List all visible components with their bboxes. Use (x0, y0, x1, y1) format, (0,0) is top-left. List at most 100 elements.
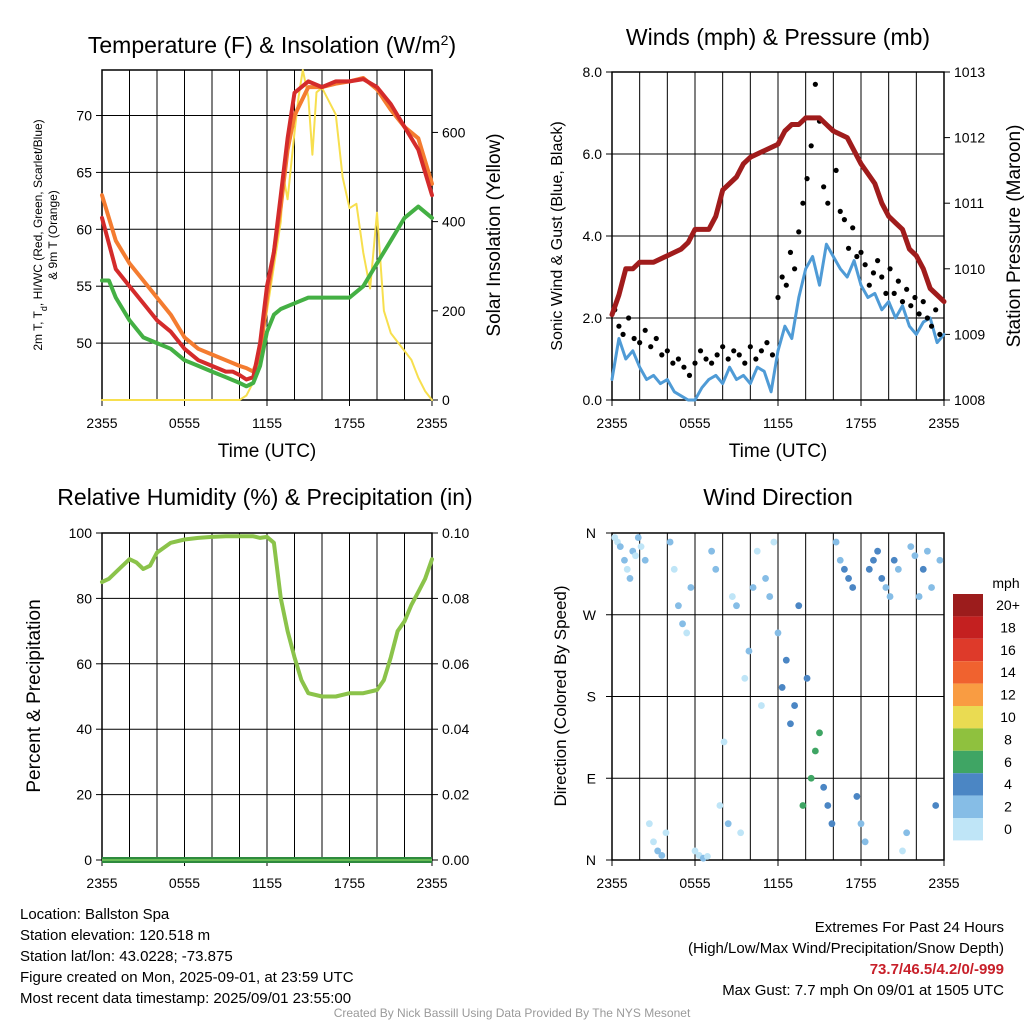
station-info: Location: Ballston Spa Station elevation… (20, 904, 354, 1009)
wdir-point (637, 543, 645, 551)
gust-point (879, 274, 885, 280)
wind-ytick-label: 2.0 (583, 310, 603, 326)
credit-text: Created By Nick Bassill Using Data Provi… (333, 1006, 691, 1020)
wdir-point (894, 565, 902, 573)
wdir-legend-swatch (953, 616, 983, 639)
wdir-point (679, 620, 686, 628)
wind-xtick-label: 1755 (845, 415, 876, 431)
gust-point (720, 344, 726, 350)
gust-point (792, 266, 798, 272)
wdir-xtick-label: 1755 (845, 875, 876, 891)
gust-point (642, 327, 648, 333)
gust-point (891, 290, 897, 296)
wdir-point (691, 847, 699, 855)
temp-ytick-right-label: 400 (442, 214, 466, 230)
wind-ylabel-left: Sonic Wind & Gust (Blue, Black) (549, 121, 566, 350)
temp-title-sup: 2 (441, 32, 449, 48)
wdir-point (820, 783, 828, 791)
gust-point (675, 356, 682, 362)
temp-xtick-label: 1755 (334, 415, 365, 431)
sonic-wind-line (610, 242, 946, 402)
wind-ytick-right-label: 1012 (954, 130, 985, 146)
wdir-legend-label: 0 (1004, 821, 1012, 837)
wdir-point (932, 802, 940, 809)
gust-point (747, 344, 753, 350)
gust-point (787, 249, 794, 255)
gust-point (895, 278, 901, 284)
gust-point (912, 294, 918, 301)
extremes-values: 73.7/46.5/4.2/0/-999 (869, 961, 1004, 978)
wdir-point (903, 829, 911, 837)
rh-ytick-label: 100 (69, 525, 93, 541)
wind-ytick-right-label: 1008 (954, 392, 985, 408)
gust-point (764, 340, 770, 346)
wdir-ylabel-left: Direction (Colored By Speed) (551, 585, 570, 806)
gust-point (664, 348, 670, 354)
rh-xtick-label: 2355 (416, 875, 447, 891)
wdir-legend-label: 8 (1004, 731, 1012, 747)
rh-ytick-label: 20 (76, 787, 92, 803)
wdir-point (770, 538, 778, 546)
temp-ytick-right-label: 200 (442, 303, 466, 319)
gust-point (626, 315, 632, 321)
wdir-point (716, 802, 724, 809)
gust-point (620, 331, 626, 337)
rh-ytick-right-label: 0.04 (442, 721, 469, 737)
wdir-point (623, 565, 631, 573)
wdir-point (832, 538, 840, 546)
wdir-point (733, 602, 740, 610)
wind-ytick-right-label: 1009 (954, 326, 985, 342)
wdir-point (632, 552, 639, 560)
wind-ytick-right-label: 1013 (954, 64, 985, 80)
wdir-point (899, 847, 906, 855)
gust-point (653, 335, 659, 342)
wdir-ytick-label: W (583, 607, 597, 623)
recent-text: Most recent data timestamp: 2025/09/01 2… (20, 990, 352, 1007)
wdir-legend-swatch (953, 818, 983, 841)
gust-point (775, 294, 781, 301)
wdir-point (928, 584, 935, 591)
wdir-point (841, 565, 848, 573)
wdir-point (675, 602, 682, 610)
gust-point (833, 167, 839, 173)
wdir-point (683, 629, 691, 637)
wdir-point (662, 829, 670, 837)
wdir-point (670, 565, 678, 573)
wdir-legend-label: 20+ (996, 597, 1020, 613)
wdir-legend-label: 12 (1000, 687, 1016, 703)
rh-ytick-right-label: 0.00 (442, 852, 469, 868)
gust-point (731, 348, 737, 354)
wdir-point (712, 565, 720, 573)
wind-ytick-label: 4.0 (583, 228, 603, 244)
wdir-legend-swatch (953, 795, 983, 818)
temp-ylabel-right: Solar Insolation (Yellow) (484, 133, 505, 336)
gust-point (821, 184, 827, 190)
gust-point (916, 311, 922, 317)
wdir-point (753, 547, 761, 555)
wdir-point (654, 847, 662, 855)
wdir-point (807, 774, 815, 782)
gust-point (659, 352, 665, 358)
rh-title: Relative Humidity (%) & Precipitation (i… (57, 484, 472, 510)
temp-xtick-label: 1155 (252, 415, 282, 431)
wdir-point (704, 852, 711, 860)
gust-point (779, 274, 785, 280)
wdir-legend-label: 6 (1004, 754, 1012, 770)
temp-ylabel-rest: , HI/WC (Red, Green, Scarlet/Blue) (31, 119, 45, 306)
wdir-point (658, 852, 666, 859)
temp-ytick-label: 50 (76, 335, 92, 351)
wdir-point (857, 820, 865, 828)
temp-2m-line (100, 77, 434, 382)
gust-point (850, 225, 856, 231)
temp-title: Temperature (F) & Insolation (W/m2) (88, 32, 456, 58)
wdir-point (870, 556, 877, 564)
wdir-ytick-label: E (587, 770, 596, 786)
wind-ytick-label: 8.0 (583, 64, 603, 80)
wdir-point (890, 556, 898, 564)
wdir-ytick-label: N (586, 852, 596, 868)
wdir-point (650, 838, 657, 846)
temp-ytick-label: 60 (76, 221, 92, 237)
wdir-xtick-label: 2355 (928, 875, 959, 891)
temp-xtick-label: 0555 (169, 415, 200, 431)
